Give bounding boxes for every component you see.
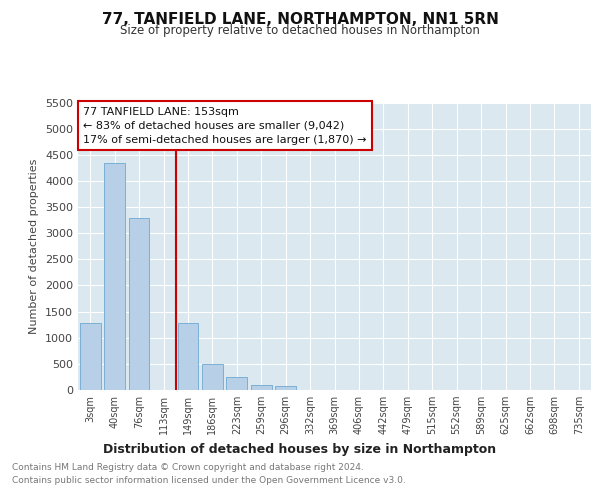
Bar xyxy=(178,323,199,390)
Bar xyxy=(202,364,223,390)
Bar xyxy=(104,162,125,390)
Text: Contains public sector information licensed under the Open Government Licence v3: Contains public sector information licen… xyxy=(12,476,406,485)
Bar xyxy=(251,385,272,390)
Text: Distribution of detached houses by size in Northampton: Distribution of detached houses by size … xyxy=(103,442,497,456)
Text: 77, TANFIELD LANE, NORTHAMPTON, NN1 5RN: 77, TANFIELD LANE, NORTHAMPTON, NN1 5RN xyxy=(101,12,499,28)
Bar xyxy=(128,218,149,390)
Text: Size of property relative to detached houses in Northampton: Size of property relative to detached ho… xyxy=(120,24,480,37)
Y-axis label: Number of detached properties: Number of detached properties xyxy=(29,158,40,334)
Bar xyxy=(226,378,247,390)
Bar xyxy=(275,386,296,390)
Text: Contains HM Land Registry data © Crown copyright and database right 2024.: Contains HM Land Registry data © Crown c… xyxy=(12,464,364,472)
Text: 77 TANFIELD LANE: 153sqm
← 83% of detached houses are smaller (9,042)
17% of sem: 77 TANFIELD LANE: 153sqm ← 83% of detach… xyxy=(83,107,367,145)
Bar xyxy=(80,323,101,390)
